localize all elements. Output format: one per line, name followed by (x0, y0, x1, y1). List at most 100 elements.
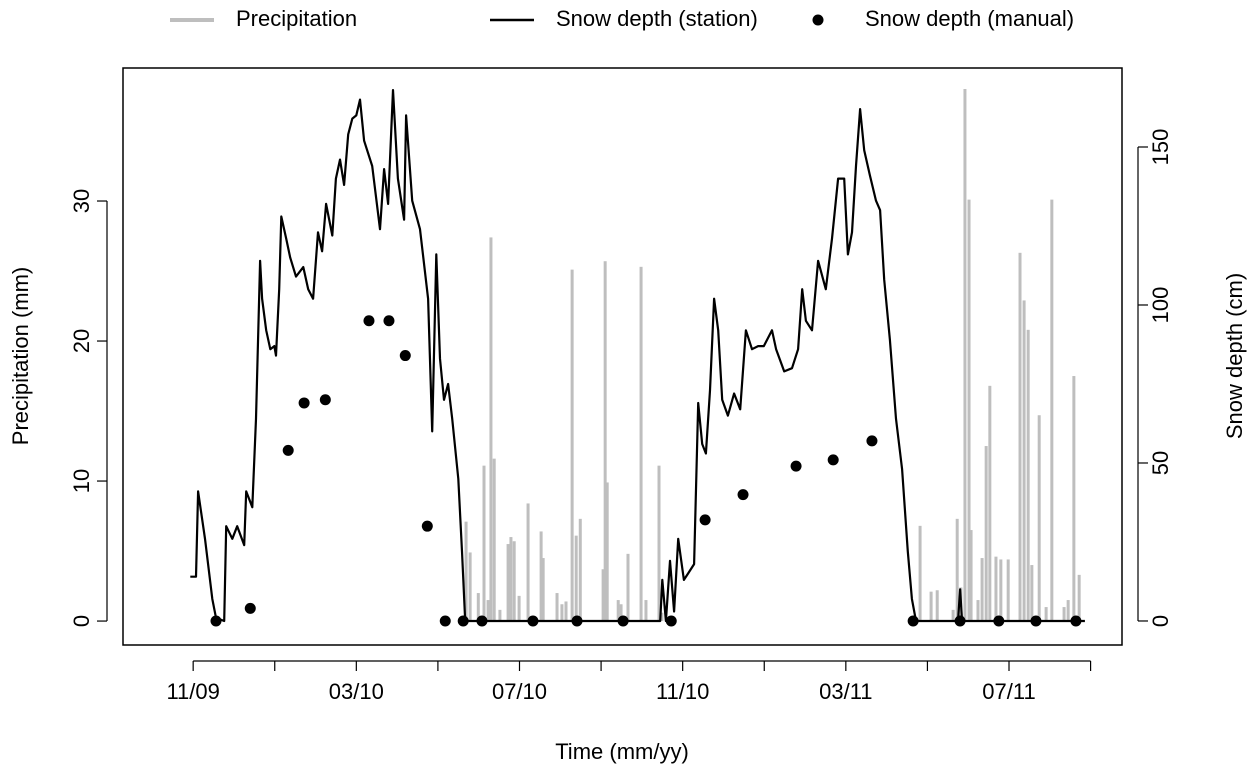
manual-point (571, 615, 583, 627)
precip-bar (526, 503, 530, 622)
precip-bar (509, 537, 513, 622)
manual-point (1030, 615, 1042, 627)
legend-label: Precipitation (236, 6, 357, 31)
manual-point (737, 489, 749, 501)
y2-tick-label: 0 (1148, 615, 1173, 627)
y-tick-label: 10 (69, 469, 94, 493)
x-axis-title: Time (mm/yy) (555, 739, 689, 764)
precip-bar (492, 458, 496, 622)
precip-bar (476, 593, 480, 622)
manual-point (993, 615, 1005, 627)
y-axis-title: Precipitation (mm) (8, 267, 33, 445)
manual-point (665, 615, 677, 627)
precip-bar (1050, 199, 1054, 622)
precip-bar (1062, 607, 1066, 622)
precip-bar (657, 465, 661, 622)
precip-bar (984, 446, 988, 622)
manual-point (907, 615, 919, 627)
manual-point (421, 520, 433, 532)
precip-bar (541, 558, 545, 622)
precip-bar (1018, 252, 1022, 622)
manual-point (244, 602, 256, 614)
precip-bar (506, 544, 510, 622)
manual-point (476, 615, 488, 627)
precip-bar (555, 593, 559, 622)
manual-point (457, 615, 469, 627)
x-tick-label: 03/10 (329, 679, 384, 704)
precip-bar (639, 266, 643, 622)
precip-bar (1072, 376, 1076, 622)
precip-bar (1006, 559, 1010, 622)
precip-bar (486, 600, 490, 622)
precip-bar (935, 590, 939, 622)
y2-tick-label: 50 (1148, 451, 1173, 475)
snow-line (190, 89, 1085, 623)
precip-bar (605, 482, 609, 622)
manual-point (617, 615, 629, 627)
manual-point (319, 394, 331, 406)
precip-bar (601, 569, 605, 622)
precip-bar (560, 604, 564, 622)
y2-tick-label: 100 (1148, 287, 1173, 324)
precip-bar (468, 552, 472, 622)
manual-point (383, 315, 395, 327)
precip-bar (619, 604, 623, 622)
precip-bar (929, 591, 933, 622)
y2-tick-label: 150 (1148, 129, 1173, 166)
precip-bar (498, 609, 502, 622)
precip-bar (1022, 300, 1026, 622)
precip-bar (603, 261, 607, 622)
precip-bar (969, 530, 973, 622)
manual-point (298, 397, 310, 409)
manual-point (210, 615, 222, 627)
legend-label: Snow depth (station) (556, 6, 758, 31)
precip-bar (578, 518, 582, 622)
manual-point (790, 460, 802, 472)
manual-point (363, 315, 375, 327)
precip-bar (1037, 415, 1041, 622)
x-tick-label: 03/11 (819, 679, 872, 704)
precip-bar (1044, 607, 1048, 622)
precip-bar (976, 600, 980, 622)
precip-bar (967, 199, 971, 622)
precip-bar (616, 600, 620, 622)
manual-point (282, 444, 294, 456)
precip-bar (999, 559, 1003, 622)
precip-bar (994, 556, 998, 622)
y-tick-label: 20 (69, 329, 94, 353)
precip-bar (1026, 329, 1030, 622)
manual-point (866, 435, 878, 447)
precip-bar (482, 465, 486, 622)
precip-bar (980, 558, 984, 622)
precip-bar (1030, 565, 1034, 622)
legend-label: Snow depth (manual) (865, 6, 1074, 31)
y-tick-label: 30 (69, 189, 94, 213)
precip-bar (1077, 574, 1081, 622)
manual-point (827, 454, 839, 466)
precip-bar (570, 269, 574, 622)
precip-bar (988, 385, 992, 622)
precip-bar (951, 609, 955, 622)
manual-point (1070, 615, 1082, 627)
manual-point (439, 615, 451, 627)
legend-marker (812, 14, 824, 26)
x-tick-label: 11/10 (656, 679, 709, 704)
precip-bar (963, 89, 967, 622)
manual-point (699, 514, 711, 526)
precip-bar (955, 518, 959, 622)
precip-bar (574, 535, 578, 622)
manual-point (399, 350, 411, 362)
precip-bar (918, 525, 922, 622)
plot-frame (122, 67, 1123, 646)
x-tick-label: 07/11 (982, 679, 1035, 704)
precip-bar (489, 237, 493, 622)
precip-bar (1066, 600, 1070, 622)
x-tick-label: 11/09 (166, 679, 219, 704)
precip-bar (539, 531, 543, 622)
y2-axis-title: Snow depth (cm) (1222, 273, 1247, 439)
precip-bar (564, 601, 568, 622)
y-tick-label: 0 (69, 615, 94, 627)
precip-bar (626, 553, 630, 622)
precip-bar (517, 595, 521, 622)
